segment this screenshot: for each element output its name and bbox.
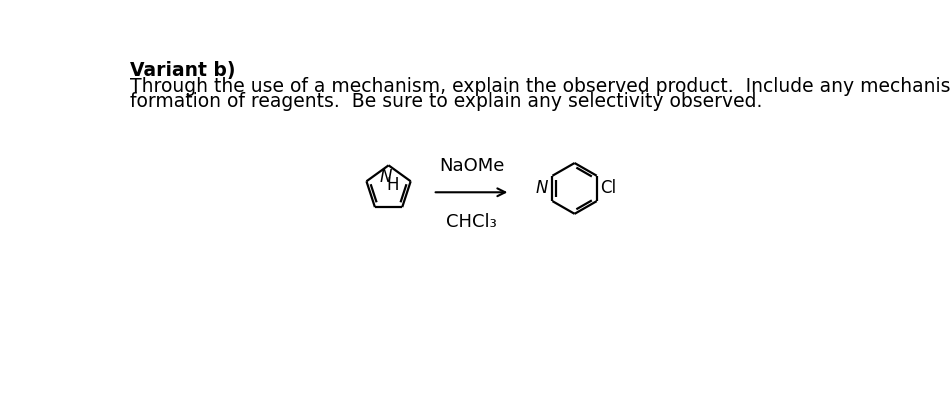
Text: CHCl₃: CHCl₃ bbox=[446, 213, 496, 231]
Text: NaOMe: NaOMe bbox=[438, 156, 504, 175]
Text: Cl: Cl bbox=[601, 179, 617, 197]
Text: H: H bbox=[386, 176, 398, 194]
Text: N: N bbox=[379, 168, 392, 186]
Text: Through the use of a mechanism, explain the observed product.  Include any mecha: Through the use of a mechanism, explain … bbox=[129, 77, 951, 96]
Text: N: N bbox=[535, 179, 548, 197]
Text: Variant b): Variant b) bbox=[129, 61, 235, 80]
Text: formation of reagents.  Be sure to explain any selectivity observed.: formation of reagents. Be sure to explai… bbox=[129, 92, 762, 111]
